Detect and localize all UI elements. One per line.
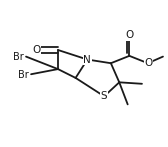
- Text: Br: Br: [13, 52, 24, 62]
- Text: O: O: [144, 58, 153, 68]
- Text: N: N: [83, 55, 91, 65]
- Text: Br: Br: [18, 70, 29, 80]
- Text: O: O: [125, 30, 134, 40]
- Text: S: S: [101, 91, 108, 101]
- Text: O: O: [32, 45, 41, 55]
